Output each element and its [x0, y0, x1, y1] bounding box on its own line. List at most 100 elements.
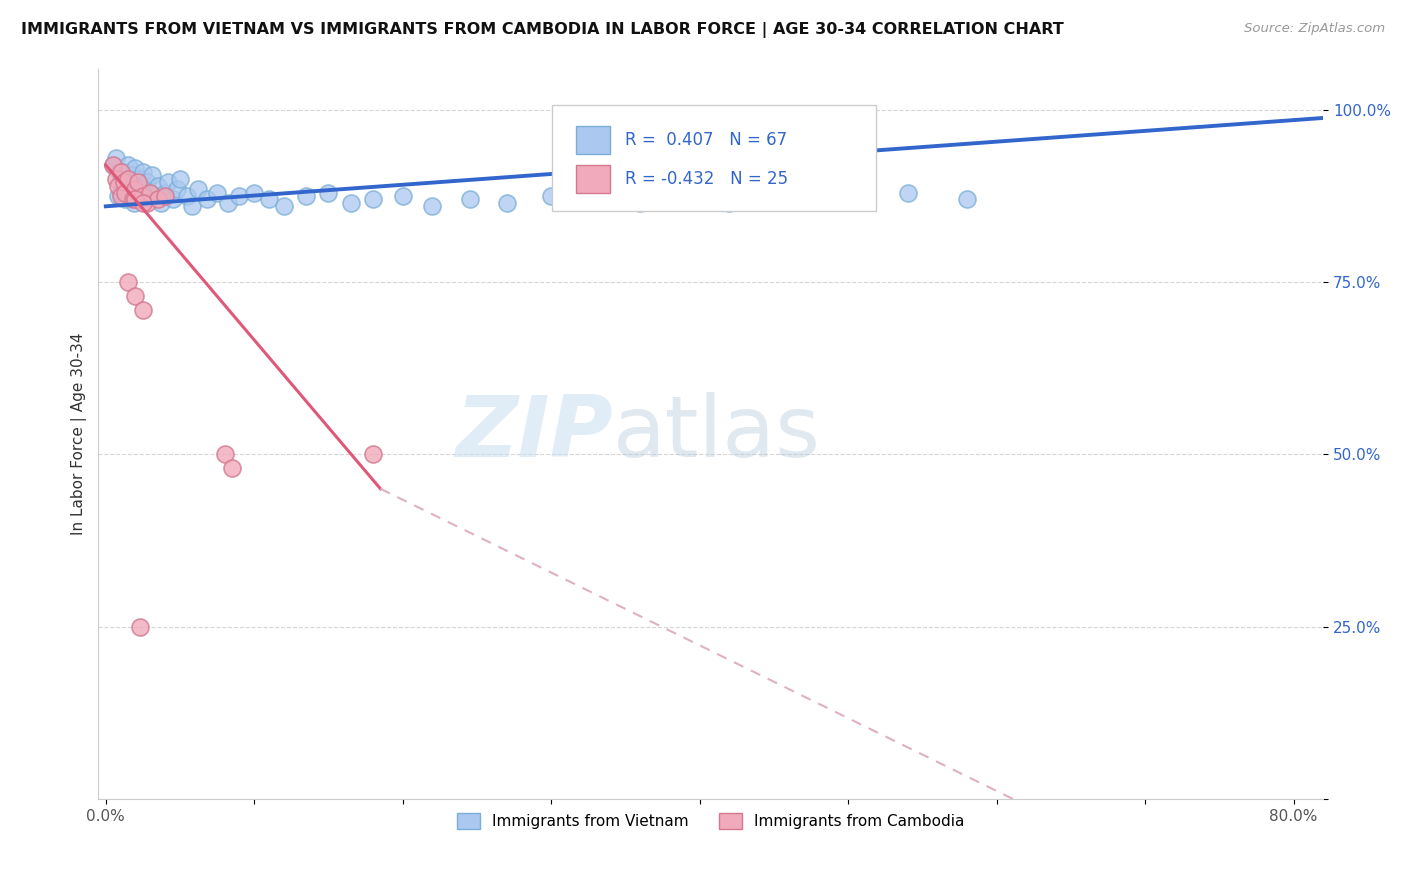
Point [139, 186, 162, 200]
FancyBboxPatch shape [576, 165, 610, 193]
Point [162, 193, 184, 207]
Point [422, 199, 444, 213]
Text: ZIP: ZIP [456, 392, 613, 475]
Point [111, 175, 134, 189]
Point [110, 171, 132, 186]
Point [176, 189, 198, 203]
Point [169, 171, 191, 186]
Point [391, 189, 413, 203]
Point [134, 182, 156, 196]
Point [195, 193, 218, 207]
Point [132, 189, 155, 203]
Point [157, 175, 180, 189]
Point [121, 186, 143, 200]
Point [110, 165, 132, 179]
Point [131, 189, 153, 203]
Point [748, 193, 770, 207]
Point [956, 193, 979, 207]
Point [673, 189, 696, 203]
Point [117, 171, 139, 186]
Point [105, 151, 128, 165]
Point [124, 182, 146, 196]
Point [180, 199, 202, 213]
Point [628, 195, 651, 210]
Point [124, 175, 146, 189]
Point [458, 193, 481, 207]
Point [361, 193, 384, 207]
Point [124, 289, 146, 303]
Point [103, 158, 125, 172]
Point [108, 165, 131, 179]
Point [228, 189, 250, 203]
Point [125, 193, 148, 207]
Point [896, 186, 918, 200]
Point [540, 189, 562, 203]
Point [136, 175, 159, 189]
Text: atlas: atlas [613, 392, 821, 475]
Point [103, 158, 125, 172]
Point [146, 178, 169, 193]
Point [124, 161, 146, 176]
Y-axis label: In Labor Force | Age 30-34: In Labor Force | Age 30-34 [72, 333, 87, 535]
Point [112, 175, 135, 189]
Point [273, 199, 295, 213]
Point [495, 195, 517, 210]
Point [122, 195, 145, 210]
Point [114, 186, 136, 200]
Point [132, 165, 155, 179]
Point [149, 195, 172, 210]
Point [117, 178, 139, 193]
Point [318, 186, 340, 200]
Text: IMMIGRANTS FROM VIETNAM VS IMMIGRANTS FROM CAMBODIA IN LABOR FORCE | AGE 30-34 C: IMMIGRANTS FROM VIETNAM VS IMMIGRANTS FR… [21, 22, 1064, 38]
Point [778, 189, 800, 203]
Point [153, 186, 176, 200]
Point [121, 169, 143, 183]
Point [166, 182, 188, 196]
Point [132, 195, 155, 210]
Point [205, 186, 228, 200]
Text: Source: ZipAtlas.com: Source: ZipAtlas.com [1244, 22, 1385, 36]
Point [129, 619, 152, 633]
Point [105, 171, 128, 186]
Text: R =  0.407   N = 67: R = 0.407 N = 67 [626, 131, 787, 149]
Point [257, 193, 280, 207]
Point [114, 193, 136, 207]
Point [107, 178, 129, 193]
Point [121, 193, 143, 207]
Point [117, 158, 139, 172]
Point [132, 302, 155, 317]
Point [139, 186, 162, 200]
Point [141, 169, 163, 183]
Point [217, 195, 239, 210]
Point [136, 195, 159, 210]
Point [295, 189, 318, 203]
Point [221, 461, 243, 475]
Point [153, 189, 176, 203]
Point [124, 193, 146, 207]
Point [117, 275, 139, 289]
FancyBboxPatch shape [551, 105, 876, 211]
Point [339, 195, 361, 210]
Point [112, 182, 135, 196]
Point [115, 171, 138, 186]
Point [110, 186, 132, 200]
Point [120, 175, 142, 189]
Point [129, 171, 152, 186]
Point [135, 193, 157, 207]
Point [114, 165, 136, 179]
Point [118, 189, 141, 203]
Point [214, 447, 236, 461]
Point [127, 175, 149, 189]
Legend: Immigrants from Vietnam, Immigrants from Cambodia: Immigrants from Vietnam, Immigrants from… [451, 806, 970, 835]
Point [243, 186, 266, 200]
Point [837, 189, 859, 203]
Point [187, 182, 209, 196]
FancyBboxPatch shape [576, 126, 610, 154]
Point [585, 193, 607, 207]
Text: R = -0.432   N = 25: R = -0.432 N = 25 [626, 169, 789, 188]
Point [146, 193, 169, 207]
Point [718, 195, 741, 210]
Point [127, 182, 149, 196]
Point [361, 447, 384, 461]
Point [107, 189, 129, 203]
